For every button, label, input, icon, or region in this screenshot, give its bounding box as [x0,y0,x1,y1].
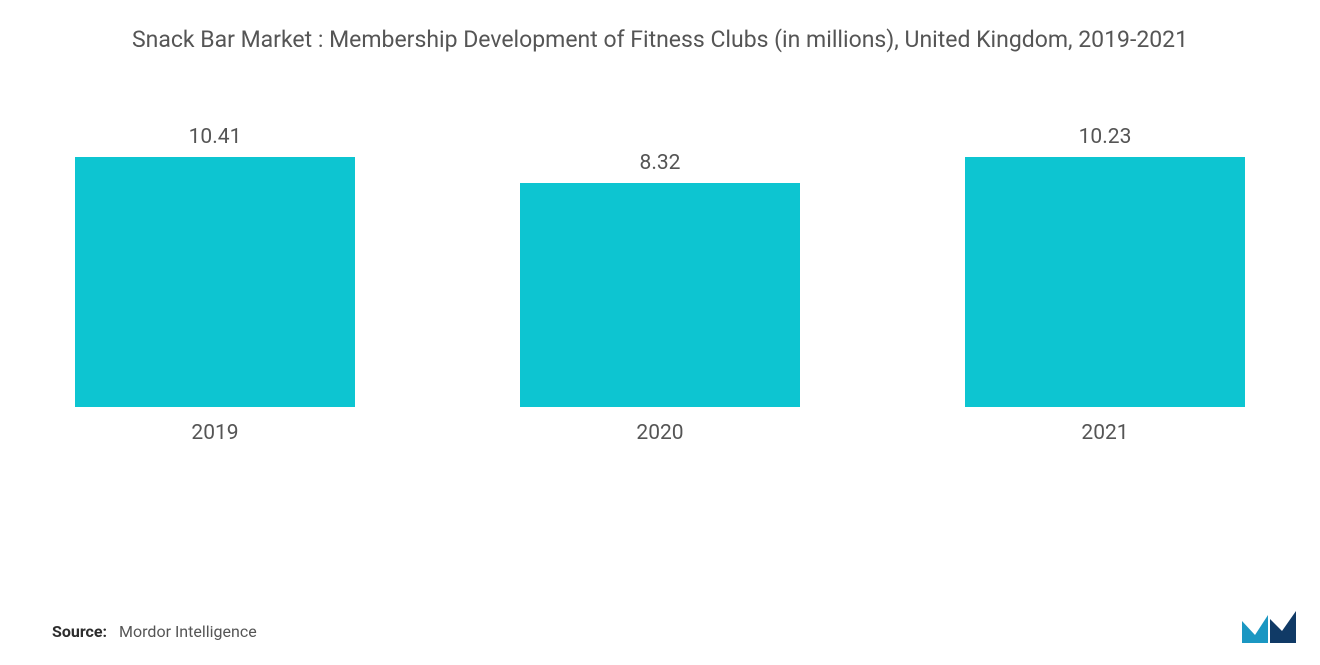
mordor-logo-icon [1242,609,1296,647]
bar-column: 10.41 2019 [75,125,355,445]
category-label: 2020 [636,421,683,445]
source-line: Source: Mordor Intelligence [52,622,257,641]
bar-value-label: 10.23 [1079,125,1132,149]
bar-column: 10.23 2021 [965,125,1245,445]
bar-value-label: 10.41 [189,125,242,149]
category-label: 2021 [1081,421,1128,445]
bar-series: 10.41 2019 8.32 2020 10.23 2021 [75,125,1245,445]
category-label: 2019 [191,421,238,445]
chart-title: Snack Bar Market : Membership Developmen… [52,24,1268,55]
bar [520,183,800,407]
bar [75,157,355,407]
source-value: Mordor Intelligence [119,622,257,641]
source-label: Source: [52,622,107,641]
bar-column: 8.32 2020 [520,125,800,445]
plot-area: 10.41 2019 8.32 2020 10.23 2021 [75,125,1245,445]
bar-value-label: 8.32 [640,151,681,175]
bar [965,157,1245,407]
chart-container: Snack Bar Market : Membership Developmen… [0,0,1320,665]
